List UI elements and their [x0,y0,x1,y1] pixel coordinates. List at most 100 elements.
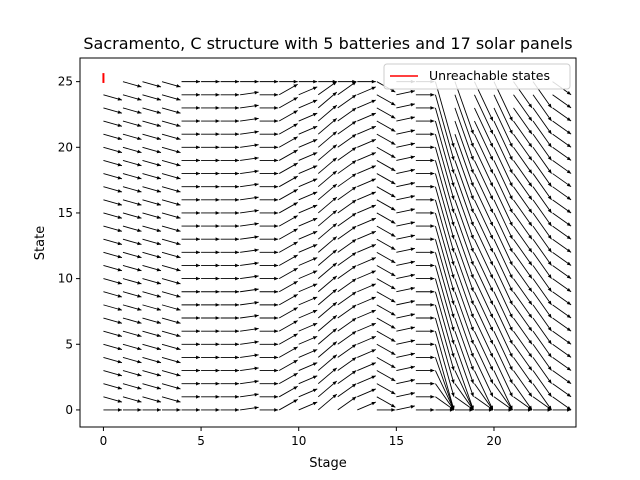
policy-arrow [337,120,357,135]
policy-arrow [278,136,298,148]
policy-arrow [454,265,474,319]
policy-arrow [201,237,220,242]
policy-arrow [181,368,201,373]
policy-arrow [552,120,572,135]
policy-arrow [181,211,201,215]
policy-arrow [532,330,552,358]
policy-arrow [279,79,298,84]
policy-arrow [161,238,181,246]
policy-arrow [122,133,142,141]
policy-arrow [434,304,455,371]
policy-arrow [142,120,162,127]
policy-arrow [181,79,201,84]
policy-arrow [142,330,162,338]
policy-arrow [454,291,474,345]
policy-arrow [201,263,220,268]
policy-arrow [122,343,142,351]
policy-arrow [181,237,201,242]
policy-arrow [142,408,162,412]
policy-arrow [415,263,435,268]
policy-arrow [278,320,298,332]
policy-arrow [240,104,259,109]
policy-arrow [552,317,572,332]
policy-arrow [181,263,201,268]
policy-arrow [337,173,357,188]
policy-arrow [161,81,181,88]
policy-arrow [142,317,162,324]
policy-arrow [278,346,298,358]
policy-arrow [142,212,162,219]
policy-arrow [376,396,396,408]
policy-arrow [240,79,259,84]
policy-arrow [317,262,338,279]
policy-arrow [220,381,240,386]
policy-arrow [415,119,435,123]
policy-arrow [201,119,220,123]
policy-arrow [454,239,474,292]
policy-arrow [240,169,259,175]
policy-arrow [201,250,220,255]
policy-arrow [532,291,552,319]
policy-arrow [142,343,162,351]
policy-arrow [532,225,552,253]
policy-arrow [396,194,415,201]
policy-arrow [240,222,259,227]
policy-arrow [122,330,142,338]
policy-arrow [201,92,220,97]
policy-arrow [552,160,572,174]
policy-arrow [298,125,318,135]
x-axis-label: Stage [309,456,347,471]
policy-arrow [396,181,415,188]
policy-arrow [161,370,181,377]
policy-arrow [454,212,474,266]
policy-arrow [532,383,552,411]
policy-arrow [357,257,376,266]
policy-arrow [337,317,357,332]
policy-arrow [122,186,142,193]
policy-arrow [454,107,474,161]
policy-arrow [298,349,318,358]
y-tick-label: 15 [58,206,73,220]
policy-arrow [317,144,338,161]
policy-arrow [278,307,298,319]
policy-arrow [532,252,552,279]
policy-arrow [161,396,181,403]
policy-arrow [474,344,494,384]
policy-arrow [240,248,259,253]
policy-arrow [103,343,123,351]
policy-arrow [142,146,162,154]
policy-arrow [298,309,318,319]
policy-arrow [259,211,279,215]
policy-arrow [415,316,435,320]
policy-arrow [396,378,415,385]
policy-arrow [493,317,513,358]
policy-arrow [161,133,181,141]
policy-arrow [278,202,298,214]
policy-arrow [220,92,240,97]
policy-arrow [434,317,455,384]
policy-arrow [474,291,494,332]
policy-arrow [532,278,552,306]
policy-arrow [298,270,318,280]
policy-arrow [357,152,376,161]
policy-arrow [415,106,435,110]
policy-arrow [201,145,220,150]
policy-arrow [201,303,220,307]
policy-arrow [298,79,318,84]
policy-arrow [376,107,396,119]
policy-arrow [298,296,318,306]
policy-arrow [317,354,338,371]
policy-arrow [259,303,279,307]
policy-arrow [513,317,533,345]
policy-arrow [161,251,181,259]
policy-arrow [240,117,259,122]
policy-arrow [434,278,455,345]
policy-arrow [415,92,435,97]
policy-arrow [357,270,376,280]
policy-arrow [513,252,533,279]
policy-arrow [317,341,338,358]
x-tick-label: 5 [197,434,205,448]
x-tick-label: 15 [389,434,404,448]
policy-arrow [103,304,123,311]
policy-arrow [240,314,259,319]
